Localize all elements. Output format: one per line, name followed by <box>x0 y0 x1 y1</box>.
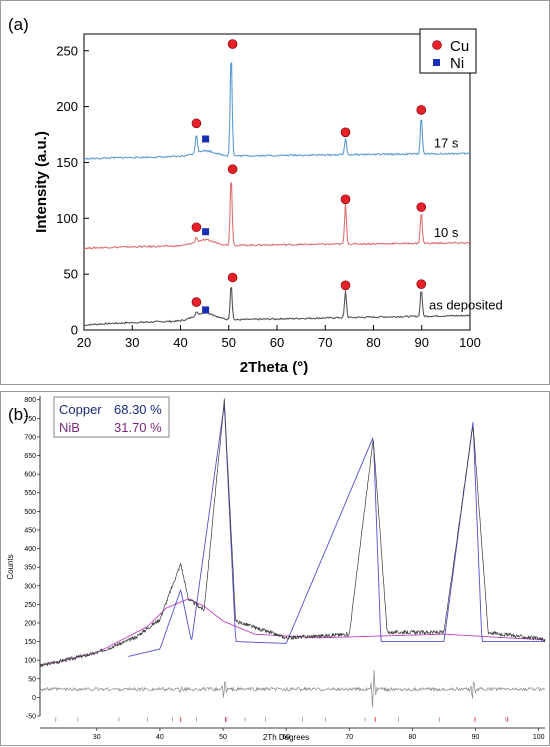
copper-legend-label: Copper <box>59 402 102 417</box>
y-tick-label: 200 <box>56 99 78 114</box>
cu-marker <box>340 280 351 291</box>
cu-legend-marker <box>432 40 442 50</box>
nib-legend-value: 31.70 % <box>114 420 162 435</box>
series-line <box>83 61 471 161</box>
x-tick-label: 40 <box>173 335 187 350</box>
panel-b: (b) -50 0 50 100 150 200 250 300 350 400 450 500 550… <box>0 391 550 746</box>
y-tick-label: 600 <box>24 472 36 479</box>
cu-marker <box>416 202 427 212</box>
cu-marker <box>416 105 427 115</box>
y-tick-label: 150 <box>56 155 78 170</box>
cu-marker <box>227 39 238 49</box>
cu-marker <box>416 279 427 290</box>
series-label: 17 s <box>434 136 459 151</box>
y-tick-label: 250 <box>56 43 78 58</box>
cu-marker <box>191 118 202 129</box>
ni-marker <box>202 135 210 143</box>
x-tick-label: 100 <box>459 335 481 350</box>
cu-marker <box>227 272 238 283</box>
copper-legend-value: 68.30 % <box>114 402 162 417</box>
y-tick-label: 350 <box>24 565 36 572</box>
y-tick-label: 50 <box>28 676 36 683</box>
cu-marker <box>191 297 202 307</box>
y-tick-label: 550 <box>24 490 36 497</box>
x-tick-label: 50 <box>219 734 227 741</box>
panel-a: (a) 20 30 40 50 60 70 80 90 100 0 50 100 150 200 250 as… <box>0 0 550 385</box>
y-tick-label: 0 <box>71 323 78 338</box>
nib-legend-label: NiB <box>59 420 80 435</box>
x-tick-label: 60 <box>282 734 290 741</box>
ni-marker <box>202 306 210 314</box>
x-tick-label: 50 <box>222 335 236 350</box>
y-tick-label: -50 <box>26 714 36 721</box>
y-tick-label: 750 <box>24 416 36 423</box>
panel-b-legend: Copper 68.30 % NiB 31.70 % <box>53 396 170 438</box>
cu-marker <box>340 194 351 205</box>
panel-a-legend: Cu Ni <box>419 28 477 74</box>
series-label: as deposited <box>429 297 503 312</box>
legend-box <box>419 28 477 74</box>
y-tick-label: 700 <box>24 434 36 441</box>
legend-box <box>53 396 170 438</box>
x-tick-label: 100 <box>533 734 545 741</box>
x-tick-label: 30 <box>93 734 101 741</box>
x-tick-label: 70 <box>318 335 332 350</box>
y-tick-label: 650 <box>24 453 36 460</box>
y-tick-label: 150 <box>24 639 36 646</box>
ni-legend-label: Ni <box>450 55 464 72</box>
y-tick-label: 300 <box>24 583 36 590</box>
series-label: 10 s <box>434 225 459 240</box>
panel-a-label: (a) <box>8 15 29 34</box>
y-tick-label: 250 <box>24 602 36 609</box>
ni-legend-marker <box>433 59 440 66</box>
series-line <box>83 287 471 327</box>
y-tick-label: 500 <box>24 509 36 516</box>
panel-b-label: (b) <box>8 405 29 424</box>
panel-b-xlabel: 2Th Degrees <box>263 733 309 742</box>
x-tick-label: 30 <box>125 335 139 350</box>
x-tick-label: 20 <box>77 335 91 350</box>
x-tick-label: 90 <box>472 734 480 741</box>
y-tick-label: 450 <box>24 527 36 534</box>
difference-line <box>39 669 545 708</box>
series-line <box>39 398 546 668</box>
y-tick-label: 200 <box>24 620 36 627</box>
series-line <box>83 181 471 250</box>
series-line <box>128 405 545 657</box>
cu-marker <box>340 127 351 138</box>
x-tick-label: 80 <box>366 335 380 350</box>
series-line <box>39 598 545 667</box>
y-tick-label: 50 <box>64 267 78 282</box>
cu-marker <box>227 164 238 174</box>
y-tick-label: 800 <box>24 397 36 404</box>
y-tick-label: 0 <box>32 695 36 702</box>
panel-a-plot: 20 30 40 50 60 70 80 90 100 0 50 100 150 200 250 as dep… <box>56 33 503 350</box>
cu-legend-label: Cu <box>450 38 469 55</box>
panel-a-xlabel: 2Theta (°) <box>240 359 309 376</box>
ni-marker <box>202 228 210 236</box>
y-tick-label: 100 <box>24 658 36 665</box>
x-tick-label: 70 <box>345 734 353 741</box>
y-tick-label: 400 <box>24 546 36 553</box>
panel-b-plot: -50 0 50 100 150 200 250 300 350 400 450 500 550 600 6… <box>24 396 546 741</box>
panel-a-ylabel: Intensity (a.u.) <box>33 131 50 233</box>
x-tick-label: 60 <box>270 335 284 350</box>
panel-b-frame <box>0 391 550 746</box>
panel-b-ylabel: Counts <box>6 554 15 579</box>
x-tick-label: 80 <box>409 734 417 741</box>
cu-marker <box>191 222 202 233</box>
x-tick-label: 40 <box>156 734 164 741</box>
y-tick-label: 100 <box>56 211 78 226</box>
x-tick-label: 90 <box>415 335 429 350</box>
